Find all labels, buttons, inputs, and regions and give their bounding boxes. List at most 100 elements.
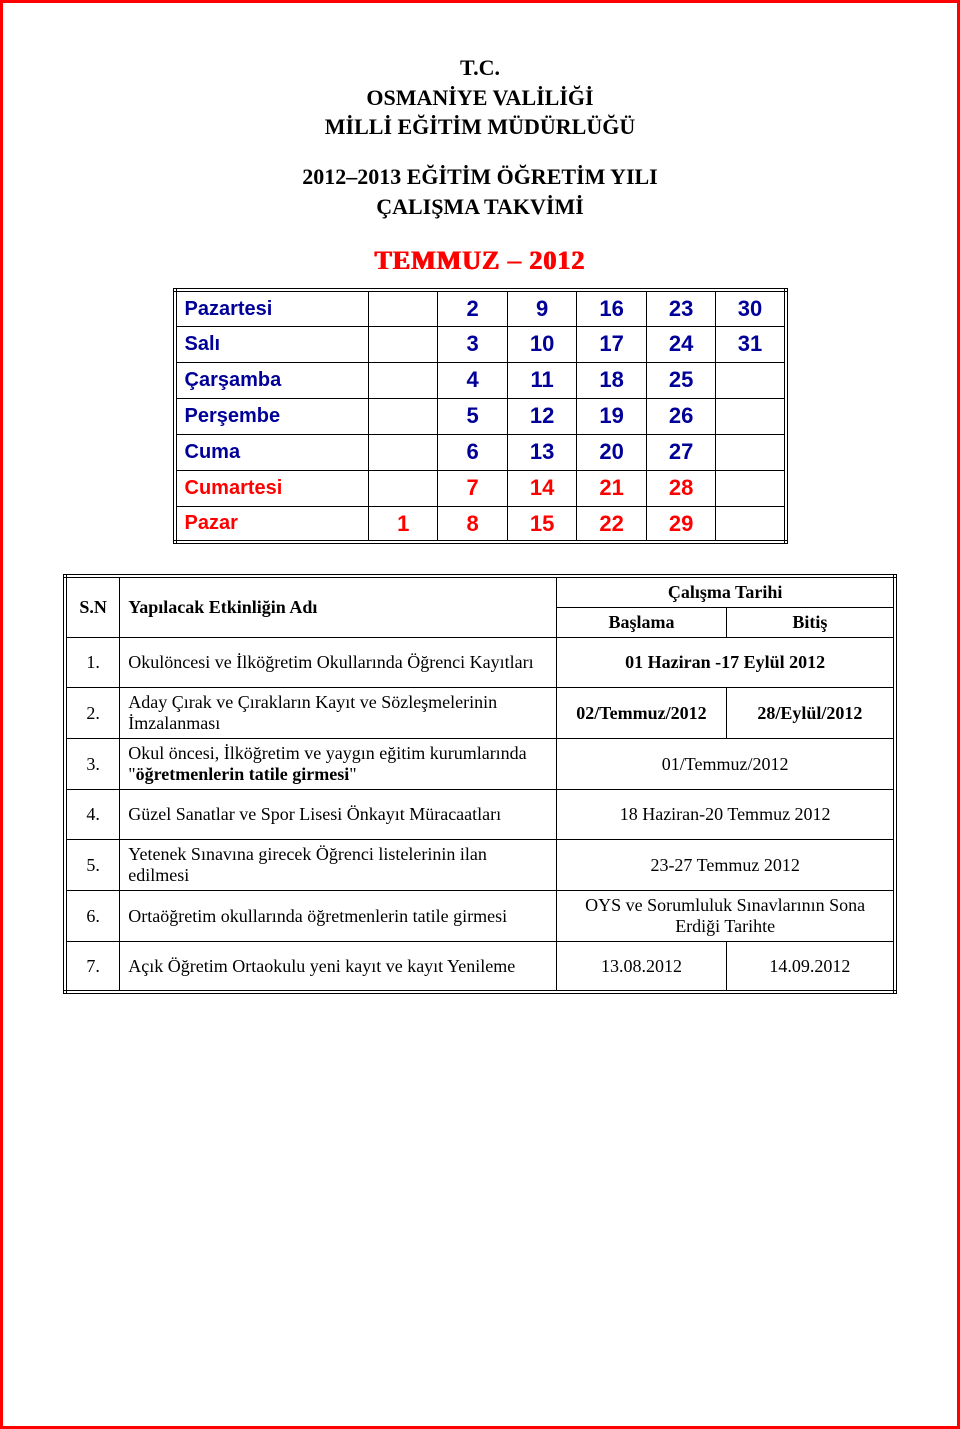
activity-date: OYS ve Sorumluluk Sınavlarının Sona Erdi… [557,891,895,942]
calendar-cell: 14 [507,470,577,506]
header-year-line2: ÇALIŞMA TAKVİMİ [63,192,897,222]
calendar-cell: 12 [507,398,577,434]
calendar-cell [369,398,438,434]
activity-text: Güzel Sanatlar ve Spor Lisesi Önkayıt Mü… [120,790,557,840]
activity-sn: 2. [65,688,120,739]
activity-row: 5.Yetenek Sınavına girecek Öğrenci liste… [65,840,895,891]
activity-text: Açık Öğretim Ortaokulu yeni kayıt ve kay… [120,942,557,992]
activity-text: Aday Çırak ve Çırakların Kayıt ve Sözleş… [120,688,557,739]
calendar-cell: 23 [646,290,716,326]
activities-head: S.N Yapılacak Etkinliğin Adı Çalışma Tar… [65,576,895,638]
calendar-row: Perşembe 5121926 [175,398,786,434]
calendar-cell [716,434,786,470]
calendar-cell: 13 [507,434,577,470]
calendar-cell [716,362,786,398]
calendar-cell: 31 [716,326,786,362]
activity-row: 2.Aday Çırak ve Çırakların Kayıt ve Sözl… [65,688,895,739]
calendar-cell: 28 [646,470,716,506]
calendar-cell [369,470,438,506]
calendar-cell [716,470,786,506]
calendar-table: Pazartesi29162330Salı310172431Çarşamba41… [173,288,788,544]
calendar-cell [369,362,438,398]
activity-date: 01/Temmuz/2012 [557,739,895,790]
activity-row: 3.Okul öncesi, İlköğretim ve yaygın eğit… [65,739,895,790]
calendar-day-name: Pazar [175,506,369,542]
month-title: TEMMUZ – 2012 [63,246,897,276]
calendar-cell: 17 [577,326,647,362]
calendar-cell [716,398,786,434]
calendar-cell: 7 [438,470,507,506]
calendar-cell: 15 [507,506,577,542]
calendar-row: Cumartesi 7142128 [175,470,786,506]
calendar-row: Pazartesi 29162330 [175,290,786,326]
calendar-day-name: Çarşamba [175,362,369,398]
calendar-cell: 29 [646,506,716,542]
activity-text: Okulöncesi ve İlköğretim Okullarında Öğr… [120,638,557,688]
activities-table: S.N Yapılacak Etkinliğin Adı Çalışma Tar… [63,574,897,994]
activity-text: Ortaöğretim okullarında öğretmenlerin ta… [120,891,557,942]
calendar-cell: 16 [577,290,647,326]
calendar-cell: 25 [646,362,716,398]
activities-body: 1.Okulöncesi ve İlköğretim Okullarında Ö… [65,638,895,992]
head-activity: Yapılacak Etkinliğin Adı [120,576,557,638]
activity-date: 18 Haziran-20 Temmuz 2012 [557,790,895,840]
calendar-day-name: Cuma [175,434,369,470]
calendar-cell: 22 [577,506,647,542]
activity-date: 23-27 Temmuz 2012 [557,840,895,891]
calendar-row: Salı 310172431 [175,326,786,362]
activity-row: 7.Açık Öğretim Ortaokulu yeni kayıt ve k… [65,942,895,992]
head-end: Bitiş [726,608,895,638]
calendar-row: Pazar18152229 [175,506,786,542]
calendar-cell: 6 [438,434,507,470]
calendar-cell: 8 [438,506,507,542]
activity-sn: 5. [65,840,120,891]
document-page: T.C. OSMANİYE VALİLİĞİ MİLLİ EĞİTİM MÜDÜ… [0,0,960,1429]
calendar-cell [369,434,438,470]
calendar-cell: 18 [577,362,647,398]
calendar-cell: 9 [507,290,577,326]
header-directorate: MİLLİ EĞİTİM MÜDÜRLÜĞÜ [63,112,897,142]
activity-sn: 4. [65,790,120,840]
head-sn: S.N [65,576,120,638]
activity-text: Yetenek Sınavına girecek Öğrenci listele… [120,840,557,891]
calendar-cell: 20 [577,434,647,470]
calendar-cell [369,290,438,326]
activity-end: 14.09.2012 [726,942,895,992]
calendar-cell: 3 [438,326,507,362]
calendar-cell: 21 [577,470,647,506]
calendar-cell: 5 [438,398,507,434]
activity-date: 01 Haziran -17 Eylül 2012 [557,638,895,688]
header-governorship: OSMANİYE VALİLİĞİ [63,83,897,113]
calendar-day-name: Cumartesi [175,470,369,506]
calendar-body: Pazartesi29162330Salı310172431Çarşamba41… [175,290,786,542]
header-tc: T.C. [63,53,897,83]
head-date: Çalışma Tarihi [557,576,895,608]
calendar-day-name: Salı [175,326,369,362]
calendar-cell: 4 [438,362,507,398]
header-year-line1: 2012–2013 EĞİTİM ÖĞRETİM YILI [63,162,897,192]
calendar-cell: 19 [577,398,647,434]
activity-sn: 3. [65,739,120,790]
activity-sn: 1. [65,638,120,688]
calendar-cell: 1 [369,506,438,542]
calendar-cell: 24 [646,326,716,362]
calendar-cell: 10 [507,326,577,362]
calendar-row: Cuma6132027 [175,434,786,470]
activity-sn: 6. [65,891,120,942]
document-header: T.C. OSMANİYE VALİLİĞİ MİLLİ EĞİTİM MÜDÜ… [63,53,897,221]
calendar-container: Pazartesi29162330Salı310172431Çarşamba41… [173,288,788,544]
activity-text: Okul öncesi, İlköğretim ve yaygın eğitim… [120,739,557,790]
calendar-day-name: Perşembe [175,398,369,434]
calendar-day-name: Pazartesi [175,290,369,326]
calendar-cell: 30 [716,290,786,326]
head-start: Başlama [557,608,726,638]
activity-row: 1.Okulöncesi ve İlköğretim Okullarında Ö… [65,638,895,688]
calendar-cell: 11 [507,362,577,398]
calendar-cell: 26 [646,398,716,434]
activity-start: 13.08.2012 [557,942,726,992]
activity-start: 02/Temmuz/2012 [557,688,726,739]
calendar-cell: 2 [438,290,507,326]
activity-end: 28/Eylül/2012 [726,688,895,739]
activity-row: 6.Ortaöğretim okullarında öğretmenlerin … [65,891,895,942]
calendar-cell [369,326,438,362]
